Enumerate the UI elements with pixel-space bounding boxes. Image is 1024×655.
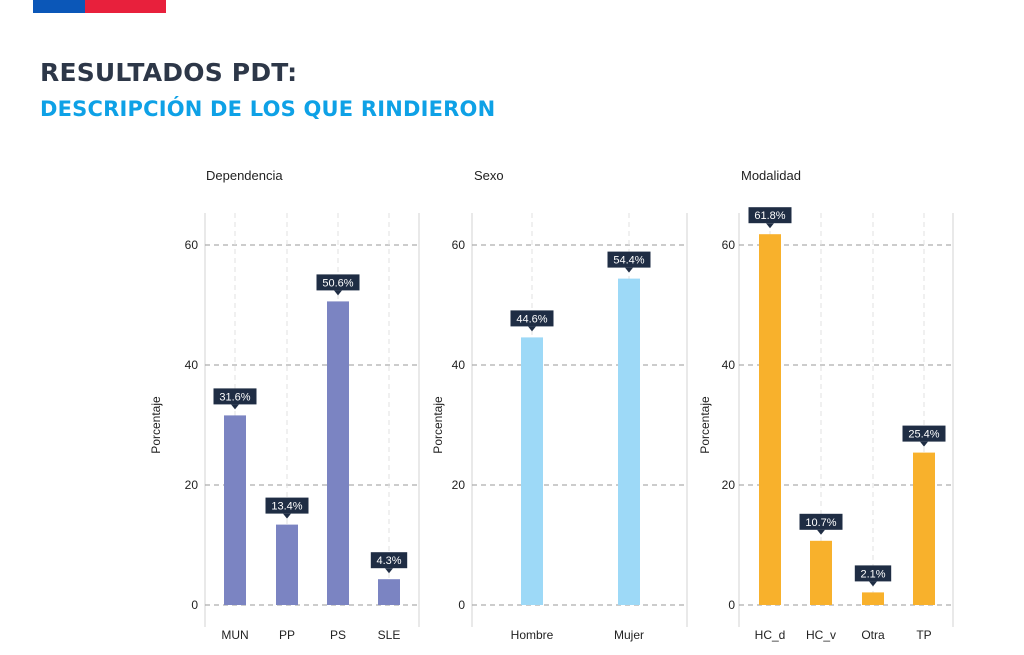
value-label-box [316, 274, 360, 291]
x-tick-label: PS [330, 628, 346, 642]
y-tick-label: 40 [185, 358, 199, 372]
x-tick-label: SLE [378, 628, 401, 642]
value-label-box [265, 497, 309, 514]
value-label: 50.6% [322, 277, 353, 289]
page-subtitle: DESCRIPCIÓN DE LOS QUE RINDIERON [40, 97, 496, 121]
bar [378, 579, 400, 605]
value-label-pointer [283, 513, 291, 519]
x-tick-label: TP [916, 628, 931, 642]
x-tick-label: MUN [221, 628, 248, 642]
y-tick-label: 20 [722, 478, 736, 492]
value-label-box [510, 310, 554, 327]
value-label-pointer [528, 326, 536, 332]
value-label: 31.6% [219, 391, 250, 403]
bar [759, 234, 781, 605]
bar [327, 301, 349, 605]
bar [862, 592, 884, 605]
value-label-pointer [625, 267, 633, 273]
value-label-box [748, 207, 792, 224]
chart-title: Sexo [474, 168, 504, 183]
value-label-box [213, 388, 257, 405]
bar [224, 415, 246, 605]
y-tick-label: 0 [458, 598, 465, 612]
x-tick-label: HC_d [755, 628, 786, 642]
y-axis-label: Porcentaje [149, 396, 163, 454]
y-tick-label: 0 [191, 598, 198, 612]
value-label: 13.4% [271, 501, 302, 513]
bar [913, 452, 935, 605]
bar [618, 278, 640, 605]
value-label-pointer [385, 568, 393, 574]
y-tick-label: 0 [728, 598, 735, 612]
value-label-box [370, 552, 408, 569]
y-axis-label: Porcentaje [698, 396, 712, 454]
value-label: 54.4% [613, 255, 644, 267]
x-tick-label: Otra [861, 628, 885, 642]
y-tick-label: 20 [452, 478, 466, 492]
value-label-pointer [766, 223, 774, 229]
x-tick-label: Hombre [511, 628, 554, 642]
value-label-pointer [869, 581, 877, 587]
chart-title: Dependencia [206, 168, 283, 183]
x-tick-label: PP [279, 628, 295, 642]
y-tick-label: 40 [722, 358, 736, 372]
flag-stripe-blue [33, 0, 85, 13]
value-label-pointer [334, 290, 342, 296]
value-label-box [902, 425, 946, 442]
value-label: 25.4% [908, 429, 939, 441]
value-label-pointer [920, 441, 928, 447]
value-label-box [799, 513, 843, 530]
value-label-pointer [817, 529, 825, 535]
bar [276, 524, 298, 605]
flag-stripe-red [85, 0, 166, 13]
value-label-box [854, 565, 892, 582]
y-tick-label: 60 [185, 238, 199, 252]
value-label-box [607, 251, 651, 268]
chart-title: Modalidad [741, 168, 801, 183]
bar [810, 540, 832, 605]
value-label: 44.6% [516, 313, 547, 325]
x-tick-label: Mujer [614, 628, 644, 642]
x-tick-label: HC_v [806, 628, 836, 642]
y-tick-label: 60 [452, 238, 466, 252]
value-label: 4.3% [376, 555, 401, 567]
y-tick-label: 60 [722, 238, 736, 252]
value-label-pointer [231, 404, 239, 410]
page-title: RESULTADOS PDT: [40, 58, 298, 87]
y-tick-label: 20 [185, 478, 199, 492]
value-label: 10.7% [805, 517, 836, 529]
bar [521, 337, 543, 605]
value-label: 2.1% [860, 568, 885, 580]
y-tick-label: 40 [452, 358, 466, 372]
y-axis-label: Porcentaje [431, 396, 445, 454]
value-label: 61.8% [754, 210, 785, 222]
